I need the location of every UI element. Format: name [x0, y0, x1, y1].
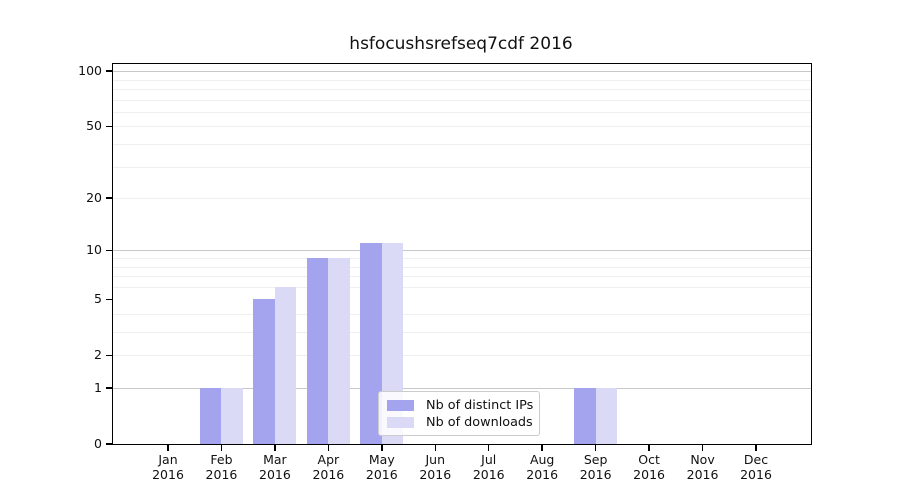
bar-nb-of-downloads-apr: [328, 258, 350, 444]
bar-nb-of-distinct-ips-sep: [574, 388, 596, 444]
x-tick-label-apr: Apr 2016: [312, 452, 345, 482]
y-tick-label-100: 100: [78, 63, 102, 79]
gridline-minor: [113, 111, 811, 113]
y-tick-label-0: 0: [94, 436, 102, 451]
bar-nb-of-distinct-ips-feb: [199, 388, 222, 444]
x-tick-mark: [755, 445, 757, 451]
x-tick-label-sep: Sep 2016: [579, 452, 612, 482]
gridline-minor: [113, 99, 811, 101]
bar-nb-of-distinct-ips-apr: [306, 258, 329, 444]
gridline-major: [113, 388, 811, 389]
gridline-major: [113, 71, 811, 73]
gridline-minor: [113, 286, 811, 288]
x-tick-mark: [648, 445, 650, 451]
y-tick-mark: [106, 387, 113, 389]
x-tick-label-jun: Jun 2016: [419, 452, 452, 482]
y-tick-label-10: 10: [86, 242, 102, 258]
legend-swatch-distinct-ips: [387, 400, 414, 411]
y-tick-label-50: 50: [86, 118, 102, 134]
gridline-minor: [113, 258, 811, 259]
y-tick-mark: [106, 443, 113, 445]
bar-nb-of-downloads-sep: [595, 388, 618, 444]
x-tick-label-may: May 2016: [365, 452, 398, 482]
gridline-minor: [113, 266, 811, 268]
y-tick-mark: [106, 197, 113, 199]
y-tick-label-2: 2: [94, 347, 102, 363]
x-tick-mark: [488, 445, 490, 451]
legend-item-downloads: Nb of downloads: [387, 415, 533, 430]
gridline-minor: [113, 313, 811, 315]
gridline-minor: [113, 79, 811, 81]
y-tick-label-1: 1: [94, 380, 102, 395]
legend-label-downloads: Nb of downloads: [426, 415, 533, 430]
gridline-minor: [113, 126, 811, 128]
legend: Nb of distinct IPs Nb of downloads: [378, 391, 540, 436]
bar-nb-of-downloads-feb: [221, 388, 243, 444]
x-tick-label-jul: Jul 2016: [472, 452, 505, 482]
x-tick-mark: [167, 445, 169, 451]
x-tick-label-feb: Feb 2016: [205, 452, 238, 482]
y-tick-mark: [106, 249, 113, 251]
y-tick-mark: [106, 354, 113, 356]
x-tick-mark: [381, 445, 383, 451]
plot-area: [112, 63, 812, 445]
gridline-minor: [113, 144, 811, 146]
y-tick-label-5: 5: [94, 291, 102, 307]
y-tick-mark: [106, 298, 113, 300]
gridline-major: [113, 250, 811, 252]
chart-title: hsfocushsrefseq7cdf 2016: [349, 34, 573, 54]
legend-swatch-downloads: [387, 417, 414, 428]
y-tick-label-20: 20: [86, 190, 102, 206]
x-tick-mark: [434, 445, 436, 451]
gridline-minor: [113, 89, 811, 91]
gridline-minor: [113, 166, 811, 168]
x-tick-label-aug: Aug 2016: [526, 452, 559, 482]
x-tick-label-jan: Jan 2016: [152, 452, 184, 482]
gridline-minor: [113, 198, 811, 200]
x-tick-mark: [594, 445, 597, 451]
x-tick-mark: [541, 445, 543, 451]
x-tick-label-nov: Nov 2016: [686, 452, 719, 482]
bar-nb-of-downloads-mar: [274, 286, 297, 444]
x-tick-mark: [220, 445, 223, 451]
gridline-minor: [113, 276, 811, 278]
gridline-minor: [113, 332, 811, 334]
x-tick-mark: [274, 445, 276, 451]
bar-nb-of-distinct-ips-may: [360, 243, 382, 444]
y-tick-mark: [106, 125, 113, 128]
gridline-minor: [113, 355, 811, 357]
x-tick-label-mar: Mar 2016: [259, 452, 291, 482]
legend-item-distinct-ips: Nb of distinct IPs: [387, 398, 534, 413]
x-tick-mark: [327, 445, 330, 451]
y-tick-mark: [106, 70, 113, 72]
x-tick-mark: [701, 445, 704, 451]
x-tick-label-oct: Oct 2016: [633, 452, 665, 482]
legend-label-distinct-ips: Nb of distinct IPs: [426, 398, 534, 413]
bar-nb-of-distinct-ips-mar: [253, 299, 275, 444]
x-tick-label-dec: Dec 2016: [740, 452, 772, 482]
